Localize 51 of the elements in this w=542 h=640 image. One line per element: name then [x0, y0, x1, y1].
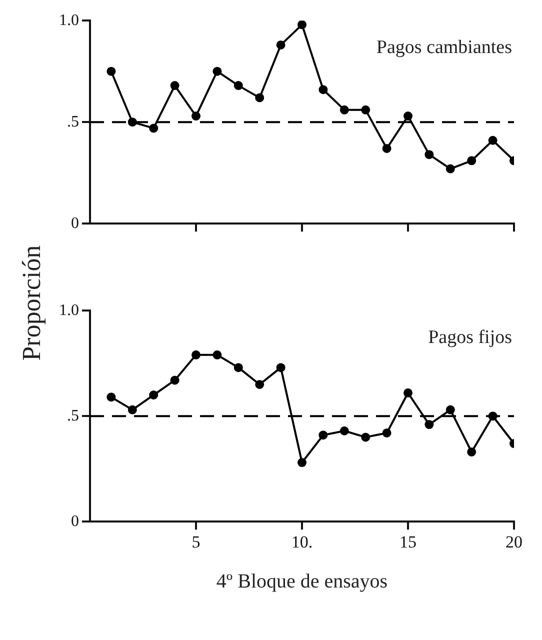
point: [488, 136, 498, 145]
y-tick-label: 0: [71, 512, 79, 530]
point: [404, 388, 412, 398]
point: [467, 447, 476, 456]
point: [170, 81, 180, 90]
point: [340, 105, 349, 114]
x-tick-label: 15: [400, 532, 416, 552]
y-axis-title: Proporción: [17, 245, 47, 361]
point: [149, 124, 158, 133]
point: [318, 430, 328, 440]
point: [404, 112, 412, 121]
point: [467, 156, 476, 166]
point: [361, 105, 370, 114]
y-tick-label: 1.0: [59, 12, 79, 29]
point: [128, 118, 137, 127]
point: [276, 363, 286, 372]
point: [382, 428, 392, 438]
annotation: Pagos cambiantes: [376, 37, 512, 58]
point: [192, 112, 200, 121]
point: [128, 405, 137, 414]
point: [446, 405, 455, 414]
y-tick-label: .5: [67, 113, 79, 130]
point: [255, 93, 264, 102]
point: [276, 40, 286, 50]
x-tick-label: 20: [506, 532, 522, 552]
point: [106, 392, 116, 402]
x-tick-label: 5: [192, 532, 200, 552]
point: [298, 20, 306, 30]
point: [424, 420, 434, 430]
point: [170, 376, 180, 385]
point: [318, 85, 328, 94]
point: [255, 380, 264, 389]
y-tick-label: 1.0: [59, 302, 79, 319]
x-axis-title: 4º Bloque de ensayos: [216, 570, 388, 592]
y-tick-label: 0: [71, 214, 79, 232]
point: [298, 458, 306, 468]
point: [212, 350, 222, 360]
point: [149, 390, 158, 400]
point: [446, 164, 455, 174]
point: [361, 432, 370, 442]
point: [382, 144, 392, 153]
y-tick-label: .5: [67, 407, 79, 424]
point: [340, 426, 349, 436]
annotation: Pagos fijos: [428, 327, 512, 348]
point: [106, 66, 116, 76]
point: [424, 150, 434, 160]
point: [192, 350, 200, 360]
point: [234, 363, 243, 372]
x-tick-label: 10.: [291, 532, 313, 552]
point: [234, 81, 243, 90]
point: [212, 66, 222, 76]
